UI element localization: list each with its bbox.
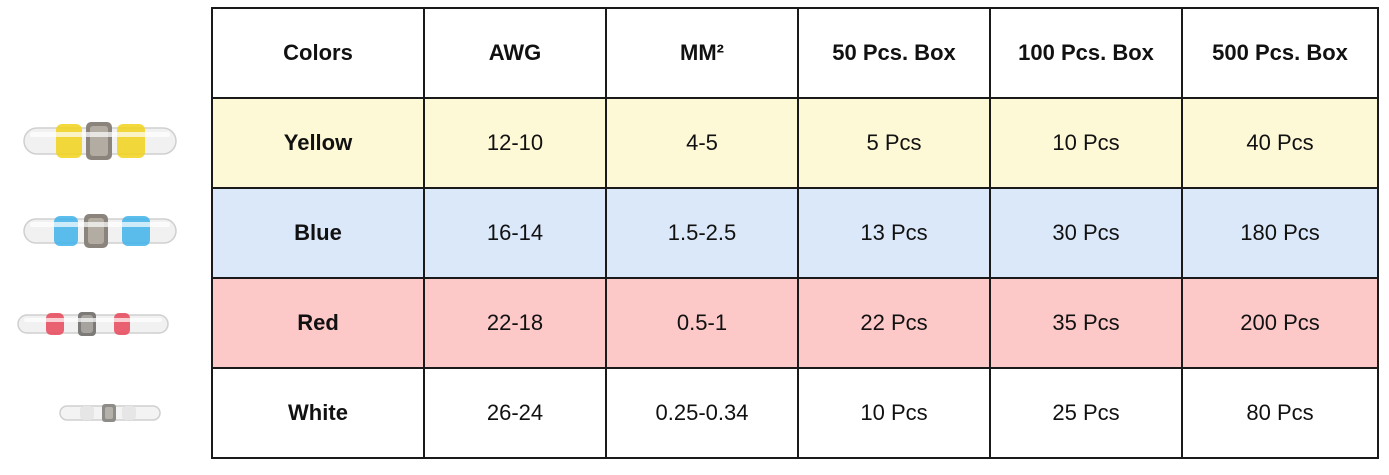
color-cell: Red — [211, 277, 425, 369]
blue-connector-image — [23, 214, 177, 248]
box50-cell: 5 Pcs — [797, 97, 991, 189]
table-row-red: Red 22-18 0.5-1 22 Pcs 35 Pcs 200 Pcs — [211, 277, 1379, 369]
box500-cell: 80 Pcs — [1181, 367, 1379, 459]
box500-cell: 200 Pcs — [1181, 277, 1379, 369]
color-cell: White — [211, 367, 425, 459]
yellow-connector-image — [23, 122, 177, 160]
box100-cell: 25 Pcs — [989, 367, 1183, 459]
mm2-cell: 0.25-0.34 — [605, 367, 799, 459]
box50-cell: 10 Pcs — [797, 367, 991, 459]
mm2-cell: 0.5-1 — [605, 277, 799, 369]
awg-cell: 12-10 — [423, 97, 607, 189]
box500-cell: 40 Pcs — [1181, 97, 1379, 189]
box500-cell: 180 Pcs — [1181, 187, 1379, 279]
header-mm2: MM² — [605, 7, 799, 99]
color-cell: Yellow — [211, 97, 425, 189]
box50-cell: 22 Pcs — [797, 277, 991, 369]
table-row-blue: Blue 16-14 1.5-2.5 13 Pcs 30 Pcs 180 Pcs — [211, 187, 1379, 279]
header-awg: AWG — [423, 7, 607, 99]
connector-image-column — [0, 0, 210, 475]
box100-cell: 10 Pcs — [989, 97, 1183, 189]
box100-cell: 35 Pcs — [989, 277, 1183, 369]
box100-cell: 30 Pcs — [989, 187, 1183, 279]
header-colors: Colors — [211, 7, 425, 99]
awg-cell: 22-18 — [423, 277, 607, 369]
header-row: Colors AWG MM² 50 Pcs. Box 100 Pcs. Box … — [211, 7, 1379, 99]
mm2-cell: 4-5 — [605, 97, 799, 189]
awg-cell: 26-24 — [423, 367, 607, 459]
red-connector-image — [17, 312, 169, 336]
white-connector-image — [59, 404, 161, 422]
box50-cell: 13 Pcs — [797, 187, 991, 279]
table-row-white: White 26-24 0.25-0.34 10 Pcs 25 Pcs 80 P… — [211, 367, 1379, 459]
header-100-pcs-box: 100 Pcs. Box — [989, 7, 1183, 99]
table-row-yellow: Yellow 12-10 4-5 5 Pcs 10 Pcs 40 Pcs — [211, 97, 1379, 189]
awg-cell: 16-14 — [423, 187, 607, 279]
header-500-pcs-box: 500 Pcs. Box — [1181, 7, 1379, 99]
mm2-cell: 1.5-2.5 — [605, 187, 799, 279]
header-50-pcs-box: 50 Pcs. Box — [797, 7, 991, 99]
connector-spec-table: Colors AWG MM² 50 Pcs. Box 100 Pcs. Box … — [211, 7, 1379, 459]
color-cell: Blue — [211, 187, 425, 279]
